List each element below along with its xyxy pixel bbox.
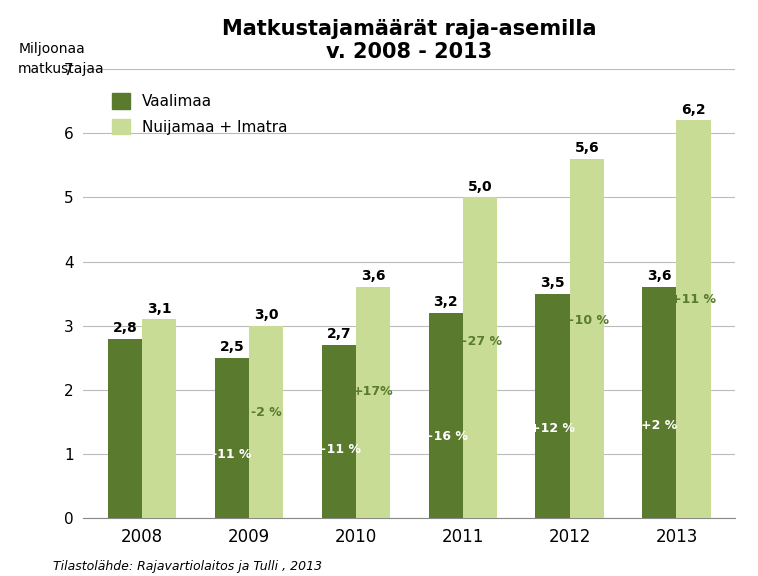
Text: 2,8: 2,8 xyxy=(113,321,137,335)
Bar xyxy=(249,326,283,518)
Text: +16 %: +16 % xyxy=(423,430,468,443)
Text: 5,0: 5,0 xyxy=(468,180,492,194)
Text: +2 %: +2 % xyxy=(641,419,678,433)
Bar xyxy=(569,159,604,518)
Bar xyxy=(108,339,143,518)
Bar xyxy=(143,320,177,518)
Text: 3,6: 3,6 xyxy=(361,270,385,283)
Text: Tilastolähde: Rajavartiolaitos ja Tulli , 2013: Tilastolähde: Rajavartiolaitos ja Tulli … xyxy=(53,560,322,573)
Bar xyxy=(535,294,569,518)
Bar xyxy=(215,358,249,518)
Bar xyxy=(321,345,356,518)
Bar xyxy=(356,287,390,518)
Text: 2,5: 2,5 xyxy=(220,340,244,354)
Bar xyxy=(642,287,676,518)
Text: 3,5: 3,5 xyxy=(540,276,565,290)
Text: 6,2: 6,2 xyxy=(681,103,706,116)
Text: 3,1: 3,1 xyxy=(147,302,171,316)
Text: +11 %: +11 % xyxy=(316,442,362,456)
Text: +12 %: +12 % xyxy=(530,422,575,435)
Bar xyxy=(676,120,711,518)
Text: +27 %: +27 % xyxy=(457,335,503,348)
Text: 2,7: 2,7 xyxy=(327,327,351,341)
Text: 3,0: 3,0 xyxy=(254,308,278,322)
Title: Matkustajamäärät raja-asemilla
v. 2008 - 2013: Matkustajamäärät raja-asemilla v. 2008 -… xyxy=(222,19,597,62)
Bar xyxy=(462,198,497,518)
Text: +11 %: +11 % xyxy=(671,293,716,306)
Text: +10 %: +10 % xyxy=(564,314,609,327)
Text: 3,6: 3,6 xyxy=(647,270,672,283)
Legend: Vaalimaa, Nuijamaa + Imatra: Vaalimaa, Nuijamaa + Imatra xyxy=(104,86,296,142)
Text: -2 %: -2 % xyxy=(251,406,281,419)
Text: Miljoonaa
matkustajaa: Miljoonaa matkustajaa xyxy=(18,42,105,75)
Text: -11 %: -11 % xyxy=(212,448,252,461)
Text: +17%: +17% xyxy=(352,385,393,398)
Text: 3,2: 3,2 xyxy=(434,295,458,309)
Text: 5,6: 5,6 xyxy=(575,141,599,155)
Bar xyxy=(428,313,462,518)
